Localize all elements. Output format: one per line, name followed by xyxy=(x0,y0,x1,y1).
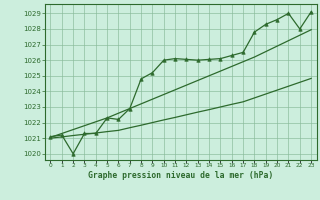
X-axis label: Graphe pression niveau de la mer (hPa): Graphe pression niveau de la mer (hPa) xyxy=(88,171,273,180)
